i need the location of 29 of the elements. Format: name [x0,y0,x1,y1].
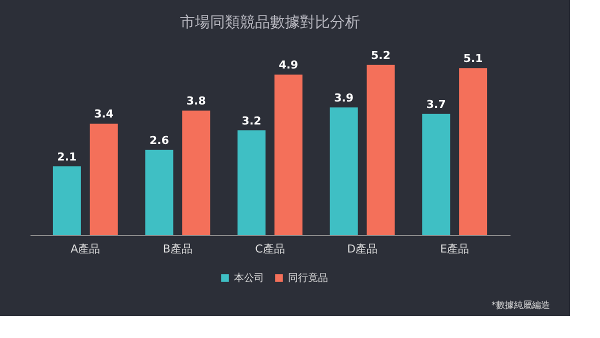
data-label: 3.7 [426,98,446,111]
data-label: 5.1 [463,52,483,66]
x-tick-label: E產品 [440,242,470,256]
bar [145,150,174,235]
data-label: 4.9 [278,58,298,72]
bar [52,166,81,235]
chart-title: 市場同類競品數據對比分析 [180,12,360,31]
data-label: 3.2 [242,114,262,128]
data-label: 2.6 [149,134,170,147]
bar [182,110,210,235]
data-label: 3.9 [334,91,354,104]
bar [238,130,266,235]
bar [366,64,395,235]
bar [459,68,488,235]
bar [422,114,450,235]
legend-label: 同行竟品 [288,272,328,284]
x-tick-label: A產品 [70,242,100,256]
bar [330,107,358,235]
x-tick-label: C產品 [255,242,285,256]
x-tick-label: D產品 [347,242,378,256]
data-label: 5.2 [371,48,391,62]
data-label: 3.8 [186,94,206,108]
bar [274,74,302,235]
legend-label: 本公司 [234,272,264,284]
data-label: 3.4 [94,108,114,121]
data-label: 2.1 [57,150,77,164]
text: *數據純屬編造 [492,300,550,311]
x-tick-label: B產品 [162,242,192,256]
bar [90,124,118,235]
